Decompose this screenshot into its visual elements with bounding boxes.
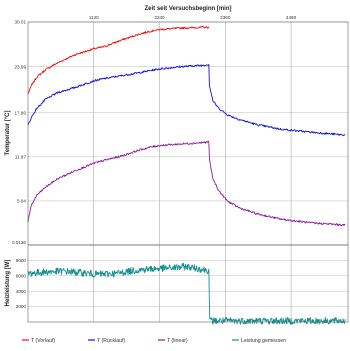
x-tick-label: 4480 xyxy=(286,15,297,20)
bottom-panel-frame xyxy=(27,244,349,323)
y-axis-title-temperature: Temperatur [°C] xyxy=(5,111,11,156)
series-line-temperature-1 xyxy=(27,64,346,137)
series-line-power-0 xyxy=(27,262,346,325)
y-tick-label-temperature: 23.99 xyxy=(15,64,27,69)
bottom-panel-grid xyxy=(28,260,348,307)
y-tick-label-power: 2000 xyxy=(16,304,27,309)
legend-label: T (linear) xyxy=(167,338,188,344)
legend-label: T (Vorlauf) xyxy=(31,338,55,344)
legend-label: T (Rücklauf) xyxy=(97,338,125,344)
x-tick-label: 1120 xyxy=(89,15,99,20)
y-axis-title-power: Heizleistung [W] xyxy=(5,260,11,307)
y-tick-label-temperature: 5.94 xyxy=(17,199,26,204)
bottom-panel-ticks: 2000 4000 6000 8000 xyxy=(16,258,27,309)
x-tick-label: 3360 xyxy=(220,15,231,20)
top-panel-ticks: 1120 2240 3360 4480 0.0136 5.94 11.87 17.80 23.9… xyxy=(12,15,297,245)
power-series-layer xyxy=(27,262,346,325)
temperature-series-layer xyxy=(27,26,346,227)
series-line-temperature-0 xyxy=(27,26,210,95)
y-tick-label-power: 6000 xyxy=(16,273,27,278)
legend-label: Leistung gemessen xyxy=(241,338,286,344)
y-tick-label-power: 8000 xyxy=(16,258,27,263)
x-axis-title: Zeit seit Versuchsbeginn [min] xyxy=(144,6,231,12)
y-tick-label-temperature: 30.01 xyxy=(15,20,27,25)
x-tick-label: 2240 xyxy=(154,15,165,20)
y-tick-label-temperature: 11.87 xyxy=(15,154,27,159)
series-line-temperature-2 xyxy=(27,140,346,227)
legend: T (Vorlauf) T (Rücklauf) T (linear) Leistun… xyxy=(22,338,286,344)
y-tick-label-power: 4000 xyxy=(16,289,27,294)
y-tick-label-temperature: 0.0136 xyxy=(12,240,26,245)
y-tick-label-temperature: 17.80 xyxy=(15,110,27,115)
